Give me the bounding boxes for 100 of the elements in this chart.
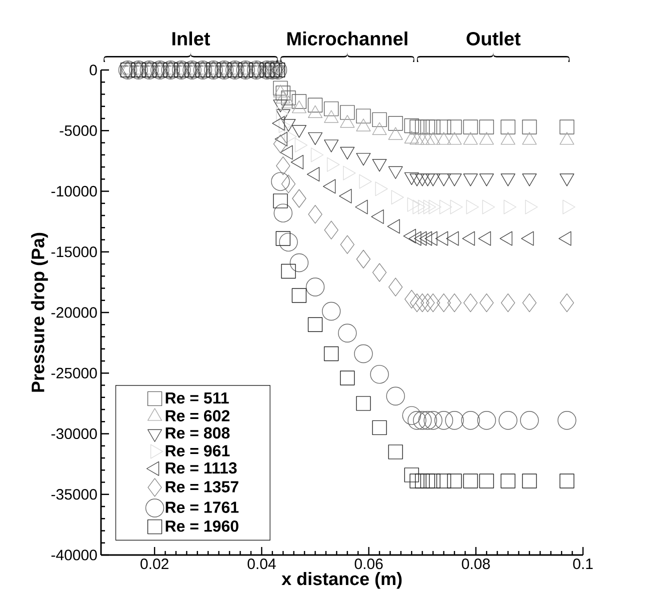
point (426, 474, 440, 488)
y-tick-label: -20000 (51, 307, 97, 318)
point (520, 411, 539, 430)
x-tick-label: 0.04 (248, 558, 276, 570)
point (418, 411, 438, 430)
point (426, 120, 440, 134)
point (273, 194, 288, 208)
legend-label: Re = 1960 (166, 520, 238, 532)
point (281, 90, 296, 106)
point (386, 386, 405, 406)
point (500, 120, 516, 134)
point (372, 420, 387, 436)
legend-label: Re = 1761 (166, 502, 239, 513)
point (414, 474, 430, 488)
point (447, 120, 462, 134)
y-tick-label: -35000 (51, 489, 97, 500)
point (308, 317, 323, 332)
point (356, 108, 371, 124)
point (436, 474, 452, 488)
point (447, 474, 462, 488)
y-tick-label: -25000 (51, 368, 97, 378)
x-tick-label: 0.08 (462, 558, 490, 570)
point (463, 474, 478, 488)
point (308, 204, 322, 224)
point (370, 364, 389, 384)
point (436, 293, 451, 312)
point (420, 474, 436, 488)
point (388, 278, 403, 296)
y-axis-title: Pressure drop (Pa) (31, 232, 48, 392)
point (479, 474, 494, 488)
point (292, 189, 306, 208)
point (560, 474, 574, 488)
y-tick-label: 0 (90, 64, 97, 76)
point (560, 293, 574, 312)
point (414, 120, 430, 134)
point (560, 120, 574, 134)
point (500, 293, 516, 312)
point (324, 220, 338, 240)
point (281, 174, 296, 194)
point (463, 293, 478, 312)
point (340, 235, 354, 254)
point (306, 278, 325, 296)
y-tick-label: -40000 (51, 550, 97, 560)
point (424, 411, 442, 430)
point (404, 290, 419, 308)
point (522, 293, 537, 312)
legend-label: Re = 808 (166, 427, 230, 439)
point (273, 80, 288, 96)
point (500, 474, 516, 488)
point (356, 396, 371, 411)
legend-label: Re = 961 (166, 445, 230, 456)
point (372, 112, 387, 128)
y-tick-label: -10000 (51, 186, 97, 197)
point (479, 120, 494, 134)
x-tick-label: 0.06 (354, 558, 383, 570)
legend-label: Re = 1113 (166, 462, 237, 474)
point (522, 120, 537, 134)
point (404, 468, 419, 482)
point (324, 346, 339, 362)
point (522, 474, 537, 488)
point (271, 172, 290, 191)
legend-label: Re = 511 (166, 392, 229, 404)
x-axis-title: x distance (m) (282, 572, 402, 589)
x-tick-label: 0.02 (140, 558, 168, 570)
point (388, 444, 403, 460)
point (292, 94, 307, 109)
point (463, 120, 478, 134)
legend-label: Re = 1357 (166, 481, 238, 492)
point (461, 411, 480, 430)
point (410, 120, 424, 134)
point (434, 411, 454, 430)
point (412, 411, 432, 430)
point (404, 118, 419, 134)
y-tick-label: -30000 (51, 428, 97, 440)
point (447, 293, 462, 312)
point (281, 264, 296, 279)
y-tick-label: -5000 (60, 125, 97, 136)
point (498, 411, 518, 430)
text: Outlet (466, 32, 520, 46)
point (436, 120, 452, 134)
point (273, 134, 288, 154)
point (415, 293, 430, 312)
text: Inlet (172, 32, 210, 46)
point (420, 120, 436, 134)
point (322, 302, 341, 321)
point (445, 411, 464, 430)
point (338, 324, 357, 342)
point (324, 101, 339, 116)
point (558, 411, 576, 430)
point (340, 370, 355, 386)
point (340, 105, 355, 120)
point (480, 293, 494, 312)
point (274, 204, 292, 222)
point (308, 98, 323, 113)
point (426, 293, 440, 312)
point (372, 263, 387, 282)
point (290, 253, 309, 272)
point (477, 411, 496, 430)
y-tick-label: -15000 (51, 246, 97, 258)
point (410, 474, 424, 488)
